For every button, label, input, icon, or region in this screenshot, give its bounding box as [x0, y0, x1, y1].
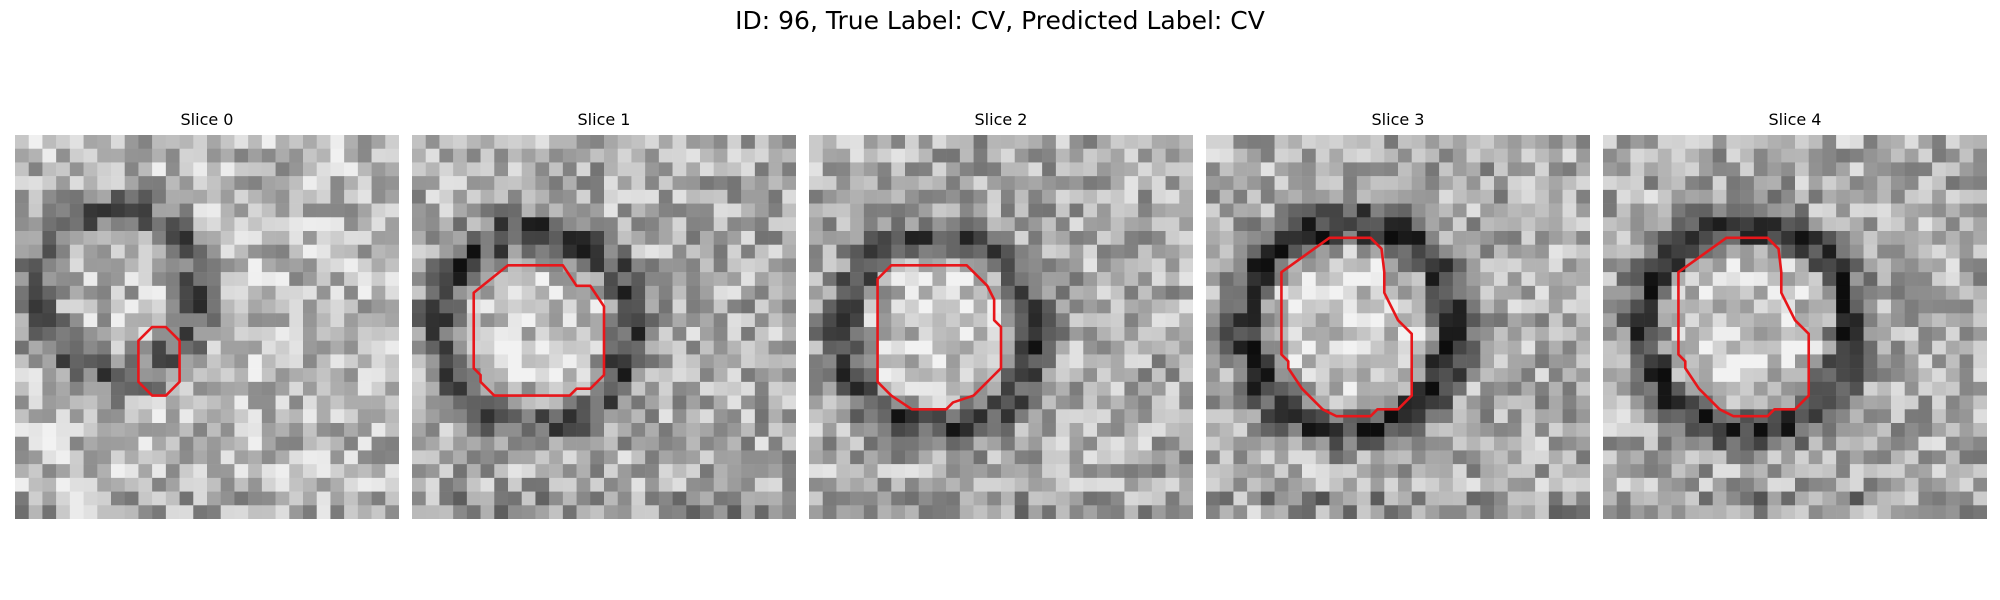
slice-panel-0: Slice 0 — [15, 110, 399, 519]
figure-title: ID: 96, True Label: CV, Predicted Label:… — [735, 6, 1265, 35]
pixel-grid — [1603, 135, 1987, 519]
slice-image-4 — [1603, 135, 1987, 519]
slice-image-2 — [809, 135, 1193, 519]
slice-panel-1: Slice 1 — [412, 110, 796, 519]
slice-panel-4: Slice 4 — [1603, 110, 1987, 519]
pixel-grid — [1206, 135, 1590, 519]
slice-title-2: Slice 2 — [974, 110, 1028, 129]
slice-title-4: Slice 4 — [1768, 110, 1822, 129]
slice-image-3 — [1206, 135, 1590, 519]
segmentation-contour — [472, 263, 606, 397]
slice-image-0 — [15, 135, 399, 519]
pixel-grid — [412, 135, 796, 519]
segmentation-contour — [137, 325, 181, 397]
slice-title-3: Slice 3 — [1371, 110, 1425, 129]
slice-panel-2: Slice 2 — [809, 110, 1193, 519]
slice-title-0: Slice 0 — [180, 110, 234, 129]
pixel-grid — [809, 135, 1193, 519]
segmentation-contour — [1280, 236, 1414, 418]
slice-title-1: Slice 1 — [577, 110, 631, 129]
slice-panel-3: Slice 3 — [1206, 110, 1590, 519]
slice-image-1 — [412, 135, 796, 519]
segmentation-contour — [876, 263, 1003, 411]
segmentation-contour — [1677, 236, 1811, 418]
pixel-grid — [15, 135, 399, 519]
